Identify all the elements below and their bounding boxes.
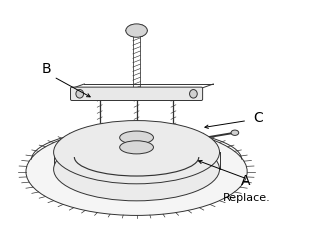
Ellipse shape [231, 130, 239, 135]
Text: A: A [241, 174, 250, 188]
Text: Replace.: Replace. [223, 193, 270, 203]
Ellipse shape [126, 24, 147, 37]
Ellipse shape [54, 138, 219, 201]
Text: C: C [253, 111, 263, 125]
Ellipse shape [54, 121, 219, 184]
Ellipse shape [120, 131, 153, 144]
Ellipse shape [76, 90, 84, 98]
Ellipse shape [26, 128, 247, 215]
Text: B: B [41, 62, 51, 77]
Ellipse shape [120, 141, 153, 154]
FancyBboxPatch shape [70, 87, 203, 101]
Ellipse shape [189, 90, 197, 98]
